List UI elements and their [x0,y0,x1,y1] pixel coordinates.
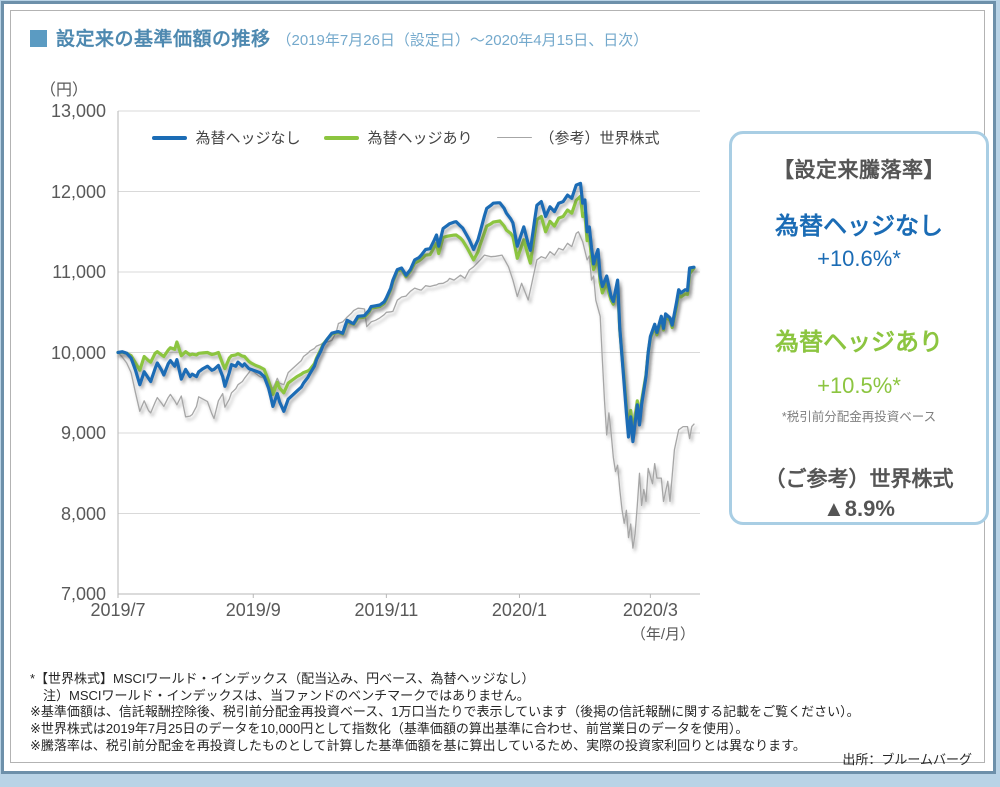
summary-world-value: ▲8.9% [823,496,895,521]
x-axis-tick-label: 2020/1 [491,600,547,620]
nav-line-chart: （円） 13,000 12,000 11,000 10,000 9,000 8,000 7,… [40,82,700,643]
legend-label: 為替ヘッジあり [367,130,473,147]
footnote-line: 注）MSCIワールド・インデックスは、当ファンドのベンチマークではありません。 [30,687,530,703]
outer-frame-border [1,1,996,774]
y-axis-tick-label: 8,000 [60,503,106,524]
y-axis-tick-label: 9,000 [60,423,106,443]
summary-note: *税引前分配金再投資ベース [781,410,937,424]
legend-label: （参考）世界株式 [539,130,660,147]
legend-line-swatch-no-hedge [152,135,188,140]
y-axis-tick-label: 11,000 [52,262,106,282]
summary-no-hedge-label: 為替ヘッジなし [775,213,943,240]
source-credit: 出所：ブルームバーグ [842,752,972,767]
x-axis-unit-label: （年/月） [630,626,695,643]
page-subtitle: （2019年7月26日（設定日）～2020年4月15日、日次） [276,32,649,49]
page-title: 設定来の基準価額の推移 [56,29,271,50]
section-title-row: 設定来の基準価額の推移 （2019年7月26日（設定日）～2020年4月15日、日… [30,24,648,51]
series-line-world-index [117,231,695,549]
x-axis-tick-label: 2019/11 [354,600,419,620]
summary-heading: 【設定来騰落率】 [773,159,945,182]
x-axis-tick-label: 2019/9 [225,600,281,620]
x-axis-tick-label: 2020/3 [622,600,678,620]
legend-line-swatch-world-index [496,136,532,139]
x-axis-tick-label: 2019/7 [90,600,146,620]
footnote-line: ※騰落率は、税引前分配金を再投資したものとして計算した基準価額を基に算出している… [30,737,806,753]
legend-label: 為替ヘッジなし [195,130,301,147]
y-axis-tick-label: 7,000 [60,584,106,604]
footnote-line: *【世界株式】MSCIワールド・インデックス（配当込み、円ベース、為替ヘッジなし… [30,671,535,686]
summary-world-label: （ご参考）世界株式 [764,468,954,491]
legend-item-world-index: （参考）世界株式 [496,127,660,148]
summary-hedged-value: +10.5%* [817,373,901,398]
legend-item-no-hedge: 為替ヘッジなし [152,127,300,148]
series-line-hedged [116,194,696,433]
y-axis-tick-label: 10,000 [50,342,106,363]
legend-item-hedged: 為替ヘッジあり [324,127,473,148]
performance-summary-box: 【設定来騰落率】 為替ヘッジなし +10.6%* 為替ヘッジあり +10.5%*… [729,131,989,525]
summary-no-hedge-value: +10.6%* [817,246,901,271]
footnote-line: ※基準価額は、信託報酬控除後、税引前分配金再投資ベース、1万口当たりで表示してい… [30,704,860,720]
summary-hedged-label: 為替ヘッジあり [775,329,943,356]
y-axis-tick-label: 13,000 [50,101,106,121]
footnote-line: ※世界株式は2019年7月25日のデータを10,000円として指数化（基準価額の… [30,720,749,736]
section-marker-square-icon [30,30,47,47]
footnotes-block: *【世界株式】MSCIワールド・インデックス（配当込み、円ベース、為替ヘッジなし… [30,671,980,754]
series-line-no-hedge [116,181,696,444]
chart-legend: 為替ヘッジなし 為替ヘッジあり （参考）世界株式 [118,127,694,148]
y-axis-tick-label: 12,000 [50,181,106,202]
legend-line-swatch-hedged [324,135,360,140]
y-axis-unit-label: （円） [40,82,89,99]
chart-plot-svg [116,110,700,598]
